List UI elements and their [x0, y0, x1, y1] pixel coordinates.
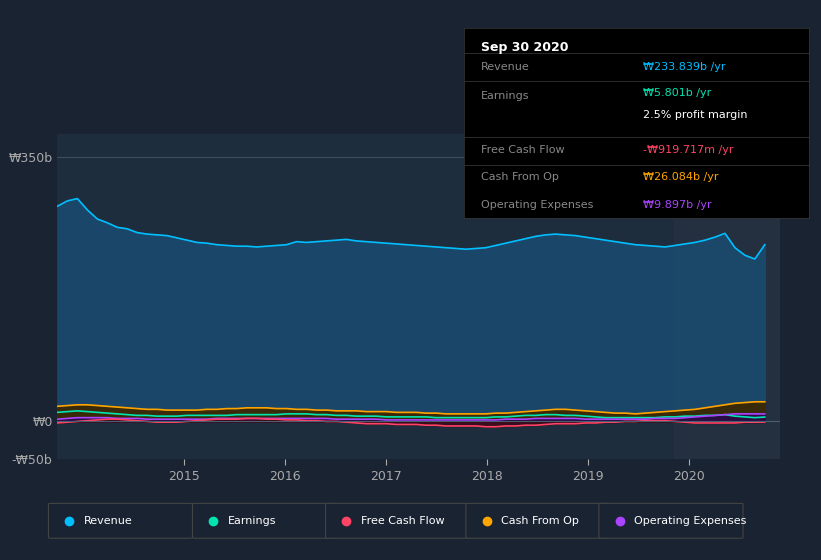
Bar — [674, 134, 795, 459]
FancyBboxPatch shape — [192, 503, 337, 538]
Text: ₩233.839b /yr: ₩233.839b /yr — [643, 62, 726, 72]
Text: ₩26.084b /yr: ₩26.084b /yr — [643, 172, 718, 183]
FancyBboxPatch shape — [599, 503, 743, 538]
Text: Sep 30 2020: Sep 30 2020 — [481, 41, 569, 54]
Text: Earnings: Earnings — [228, 516, 277, 526]
FancyBboxPatch shape — [48, 503, 192, 538]
Text: Free Cash Flow: Free Cash Flow — [481, 145, 565, 155]
Text: Free Cash Flow: Free Cash Flow — [361, 516, 445, 526]
Text: ₩9.897b /yr: ₩9.897b /yr — [643, 200, 712, 210]
Text: Earnings: Earnings — [481, 91, 530, 101]
Text: Cash From Op: Cash From Op — [502, 516, 580, 526]
FancyBboxPatch shape — [325, 503, 470, 538]
Text: Revenue: Revenue — [84, 516, 133, 526]
Text: Operating Expenses: Operating Expenses — [635, 516, 747, 526]
Text: -₩919.717m /yr: -₩919.717m /yr — [643, 145, 734, 155]
Text: Operating Expenses: Operating Expenses — [481, 200, 594, 210]
Text: ₩5.801b /yr: ₩5.801b /yr — [643, 88, 712, 98]
FancyBboxPatch shape — [466, 503, 610, 538]
Text: Revenue: Revenue — [481, 62, 530, 72]
Text: 2.5% profit margin: 2.5% profit margin — [643, 110, 748, 120]
Text: Cash From Op: Cash From Op — [481, 172, 559, 183]
